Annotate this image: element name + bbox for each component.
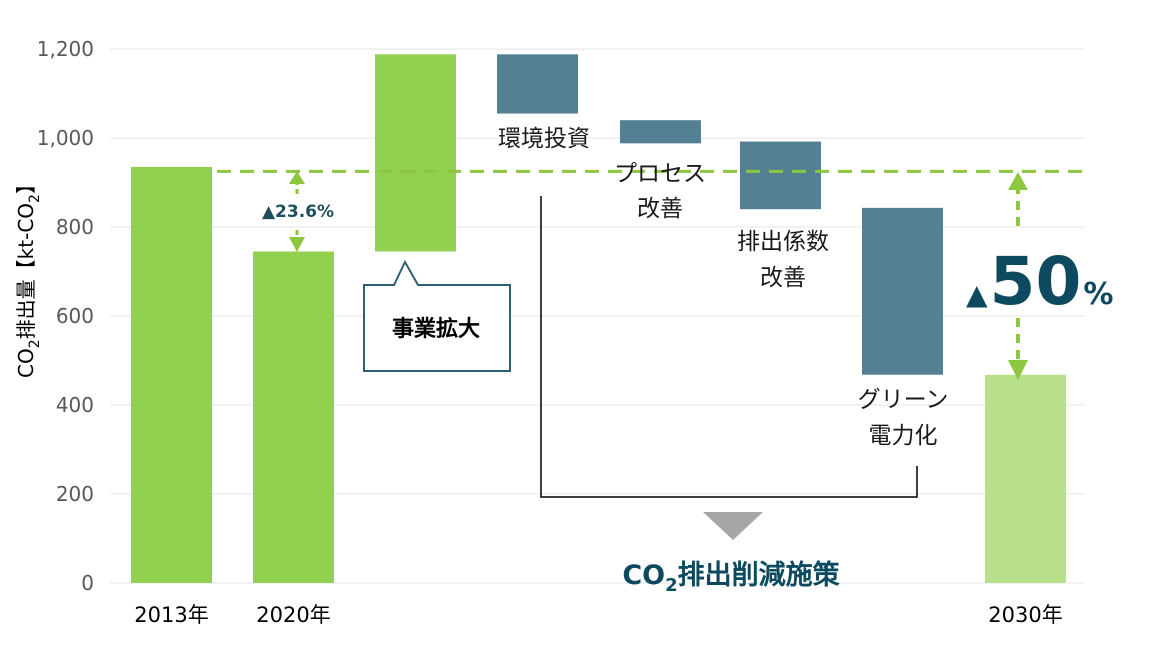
x-axis-labels: 2013年 2020年 2030年 xyxy=(134,603,1062,627)
measure-label-process-1: プロセス xyxy=(614,161,706,187)
bar-7 xyxy=(985,374,1066,583)
measures-down-triangle xyxy=(703,512,763,540)
x-tick-label: 2013年 xyxy=(134,603,208,627)
measures-caption: CO2排出削減施策 xyxy=(622,559,840,596)
y-axis-ticks: 0 200 400 600 800 1,000 1,200 xyxy=(37,37,94,595)
bar-5 xyxy=(740,141,821,210)
measures-bracket xyxy=(540,196,918,498)
callout-label: 事業拡大 xyxy=(392,316,480,342)
y-tick-label: 400 xyxy=(56,393,94,417)
y-tick-label: 0 xyxy=(81,571,94,595)
measure-label-env-investment: 環境投資 xyxy=(498,126,590,152)
y-axis-label: CO2排出量【kt-CO2】 xyxy=(14,174,43,378)
y-tick-label: 600 xyxy=(56,304,94,328)
measure-label-green-2: 電力化 xyxy=(869,423,938,449)
bar-2 xyxy=(375,54,456,252)
measure-label-factor-2: 改善 xyxy=(760,265,806,291)
reduction-2020-label: ▲23.6% xyxy=(262,202,334,222)
bar-3 xyxy=(497,54,578,114)
y-tick-label: 1,000 xyxy=(37,126,94,150)
reduction-2030-label: ▲50% xyxy=(966,243,1113,320)
x-tick-label: 2020年 xyxy=(256,603,330,627)
y-tick-label: 1,200 xyxy=(37,37,94,61)
bar-4 xyxy=(620,120,701,144)
bar-1 xyxy=(253,251,334,583)
business-expansion-callout: 事業拡大 xyxy=(363,259,511,372)
measure-label-process-2: 改善 xyxy=(637,196,683,222)
measure-label-factor-1: 排出係数 xyxy=(737,229,829,255)
reduction-2030-arrow xyxy=(1008,172,1028,380)
bar-0 xyxy=(131,166,212,584)
x-tick-label: 2030年 xyxy=(988,603,1062,627)
y-tick-label: 800 xyxy=(56,215,94,239)
reduction-2020-arrow xyxy=(289,171,305,252)
bar-6 xyxy=(862,207,943,375)
measure-label-green-1: グリーン xyxy=(858,387,949,413)
bars xyxy=(131,54,1066,584)
y-tick-label: 200 xyxy=(56,482,94,506)
